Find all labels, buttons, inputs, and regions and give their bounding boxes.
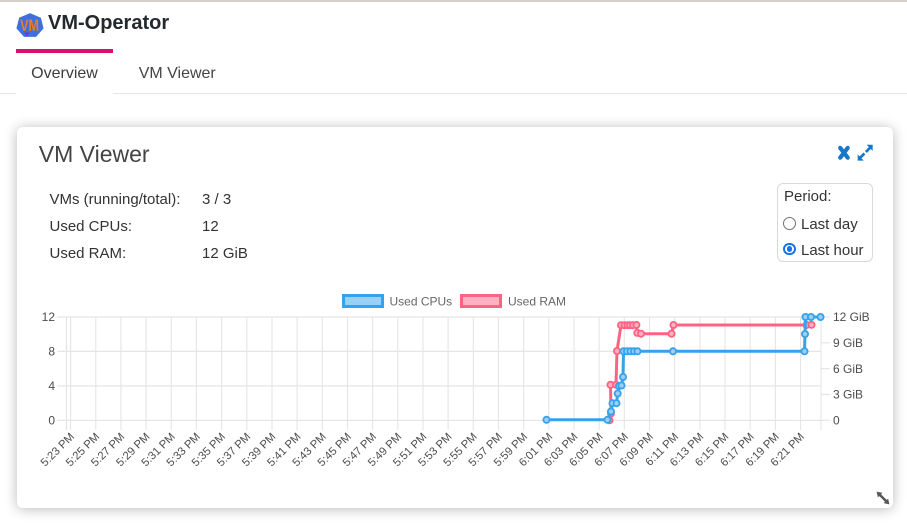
svg-text:VM: VM xyxy=(20,17,39,35)
svg-text:9 GiB: 9 GiB xyxy=(833,336,863,350)
svg-text:4: 4 xyxy=(48,379,55,393)
svg-text:12: 12 xyxy=(42,310,56,324)
svg-text:3 GiB: 3 GiB xyxy=(833,388,863,402)
svg-text:0: 0 xyxy=(48,414,55,428)
svg-text:6 GiB: 6 GiB xyxy=(833,362,863,376)
svg-text:12 GiB: 12 GiB xyxy=(833,310,870,324)
svg-text:0: 0 xyxy=(833,414,840,428)
svg-text:Used RAM: Used RAM xyxy=(508,294,566,308)
svg-text:Used CPUs: Used CPUs xyxy=(390,294,453,308)
svg-text:8: 8 xyxy=(48,345,55,359)
